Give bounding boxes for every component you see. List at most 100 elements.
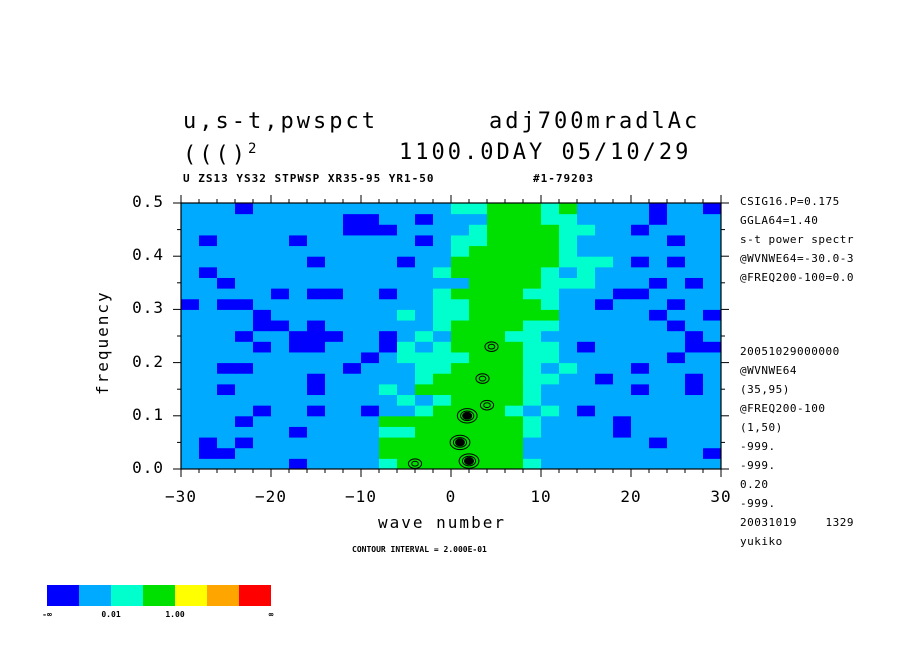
heatmap-cell xyxy=(253,320,272,332)
heatmap-cell xyxy=(379,458,398,470)
heatmap-cell xyxy=(685,298,704,310)
colorbar-swatch xyxy=(47,585,79,606)
heatmap-cell xyxy=(325,256,344,268)
title-right-line2: 1100.0DAY 05/10/29 xyxy=(399,140,692,165)
heatmap-cell xyxy=(505,277,524,289)
heatmap-cell xyxy=(523,288,542,300)
heatmap-cell xyxy=(631,234,650,247)
heatmap-cell xyxy=(595,298,614,310)
heatmap-cell xyxy=(451,256,470,268)
heatmap-cell xyxy=(379,256,398,268)
heatmap-cell xyxy=(667,415,686,427)
heatmap-cell xyxy=(433,256,452,268)
heatmap-cell xyxy=(703,341,722,353)
heatmap-cell xyxy=(343,266,362,278)
heatmap-cell xyxy=(487,288,506,300)
heatmap-cell xyxy=(649,362,668,374)
heatmap-cell xyxy=(379,373,398,385)
heatmap-cell xyxy=(469,383,488,396)
heatmap-cell xyxy=(253,341,272,353)
heatmap-cell xyxy=(379,405,398,417)
heatmap-cell xyxy=(667,383,686,396)
heatmap-cell xyxy=(487,330,506,342)
side-info-line: -999. xyxy=(740,497,776,510)
heatmap-cell xyxy=(235,383,254,396)
heatmap-cell xyxy=(235,309,254,321)
heatmap-cell xyxy=(415,224,434,236)
heatmap-cell xyxy=(595,437,614,449)
heatmap-cell xyxy=(217,415,236,427)
contour-lines xyxy=(407,341,499,469)
colorbar-swatch xyxy=(175,585,207,606)
heatmap-cell xyxy=(415,458,434,470)
heatmap-cell xyxy=(433,447,452,459)
heatmap-cell xyxy=(325,277,344,289)
heatmap-cell xyxy=(235,394,254,406)
heatmap-cell xyxy=(613,256,632,268)
heatmap-cell xyxy=(649,245,668,257)
heatmap-cell xyxy=(379,447,398,459)
heatmap-cell xyxy=(289,224,308,236)
heatmap-cell xyxy=(199,277,218,289)
heatmap-cell xyxy=(433,362,452,374)
subtitle-left: U ZS13 YS32 STPWSP XR35-95 YR1-50 xyxy=(183,172,435,185)
heatmap-cell xyxy=(577,256,596,268)
heatmap-cell xyxy=(343,351,362,364)
heatmap-cell xyxy=(703,426,722,438)
heatmap-cell xyxy=(667,288,686,300)
heatmap-cell xyxy=(595,266,614,278)
heatmap-cell xyxy=(271,298,290,310)
heatmap-cell xyxy=(451,203,470,215)
heatmap-cell xyxy=(433,426,452,438)
heatmap-cell xyxy=(415,245,434,257)
heatmap-cell xyxy=(685,383,704,396)
heatmap-cell xyxy=(505,405,524,417)
contour-ring xyxy=(458,453,480,469)
heatmap-cell xyxy=(631,288,650,300)
heatmap-cell xyxy=(235,458,254,470)
heatmap-cell xyxy=(685,288,704,300)
heatmap-cell xyxy=(469,447,488,459)
heatmap-cell xyxy=(379,203,398,215)
heatmap-cell xyxy=(433,309,452,321)
heatmap-cell xyxy=(235,277,254,289)
heatmap-cell xyxy=(325,234,344,247)
heatmap-cell xyxy=(559,234,578,247)
heatmap-cell xyxy=(307,362,326,374)
heatmap-cell xyxy=(685,224,704,236)
heatmap-cell xyxy=(217,394,236,406)
heatmap-cell xyxy=(685,447,704,459)
heatmap-cell xyxy=(613,394,632,406)
heatmap-cell xyxy=(415,341,434,353)
heatmap-cell xyxy=(703,447,722,459)
heatmap-cell xyxy=(631,224,650,236)
heatmap-cell xyxy=(361,288,380,300)
heatmap-cell xyxy=(289,351,308,364)
heatmap-cell xyxy=(631,447,650,459)
heatmap-cell xyxy=(703,394,722,406)
heatmap-cell xyxy=(505,351,524,364)
heatmap-cell xyxy=(523,277,542,289)
heatmap-cell xyxy=(199,447,218,459)
heatmap-cell xyxy=(469,266,488,278)
heatmap-cell xyxy=(325,394,344,406)
heatmap-cell xyxy=(253,330,272,342)
heatmap-cell xyxy=(415,320,434,332)
heatmap-cell xyxy=(559,447,578,459)
heatmap-cell xyxy=(667,341,686,353)
heatmap-cell xyxy=(181,277,200,289)
heatmap-cell xyxy=(523,245,542,257)
heatmap-cell xyxy=(217,288,236,300)
heatmap-cell xyxy=(253,234,272,247)
heatmap-cell xyxy=(433,405,452,417)
heatmap-cell xyxy=(397,426,416,438)
heatmap-cell xyxy=(271,394,290,406)
heatmap-cell xyxy=(613,383,632,396)
heatmap-cell xyxy=(523,224,542,236)
heatmap-cell xyxy=(271,203,290,215)
heatmap-cell xyxy=(559,437,578,449)
heatmap-cell xyxy=(199,224,218,236)
heatmap-cell xyxy=(253,415,272,427)
heatmap-cell xyxy=(541,309,560,321)
heatmap-cell xyxy=(685,266,704,278)
